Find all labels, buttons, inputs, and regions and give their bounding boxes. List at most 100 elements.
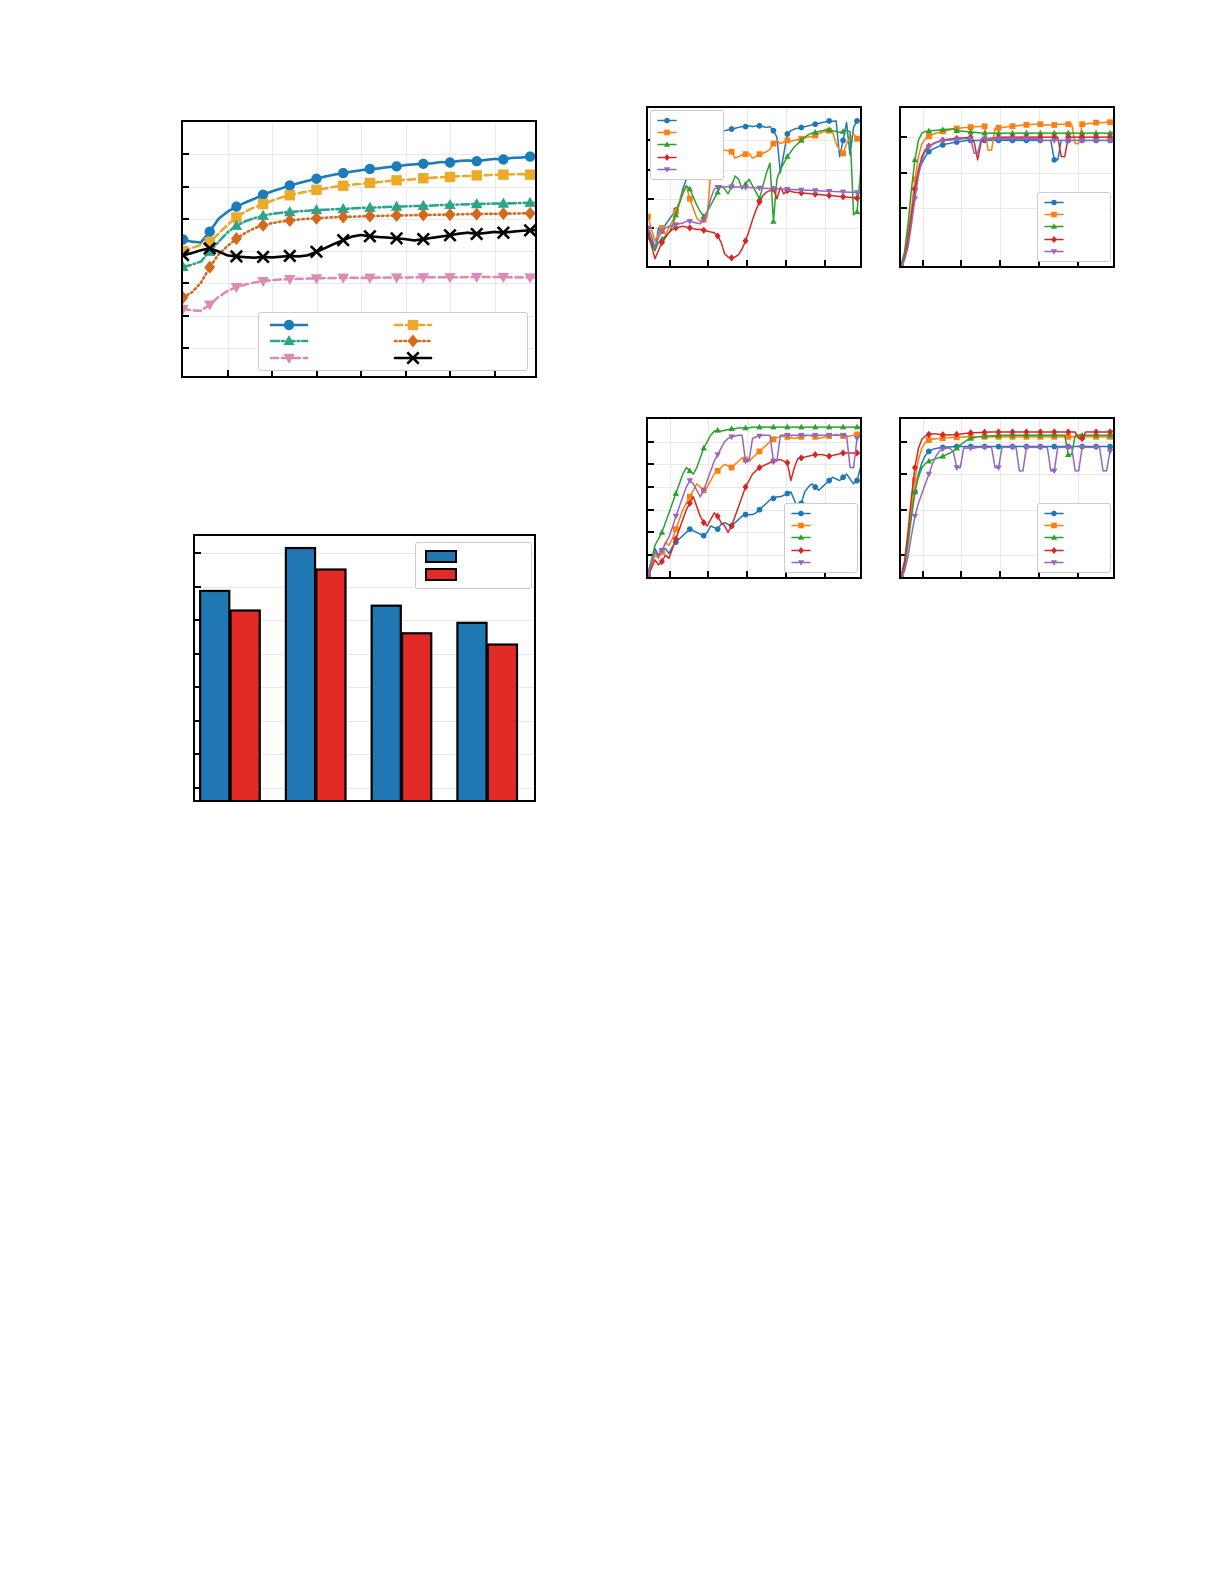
legend-swatch-diamond-icon: [1044, 546, 1064, 554]
data-point-marker: [284, 274, 296, 286]
data-point-marker: [1065, 129, 1072, 136]
data-point-marker: [953, 430, 960, 439]
legend-small-top-right[interactable]: [1037, 192, 1111, 262]
legend-item[interactable]: [656, 140, 718, 149]
data-point-marker: [309, 245, 324, 259]
legend-item[interactable]: [656, 153, 718, 162]
data-point-marker: [1037, 445, 1044, 451]
legend-swatch-square-icon: [1044, 522, 1064, 529]
legend-item[interactable]: [425, 567, 522, 581]
legend-item[interactable]: [656, 116, 718, 125]
data-point-marker: [798, 432, 805, 439]
data-point-marker: [1106, 428, 1113, 436]
data-point-marker: [1009, 445, 1016, 451]
legend-small-bottom-left[interactable]: [784, 503, 858, 573]
legend-bar-chart[interactable]: [415, 542, 532, 589]
legend-item[interactable]: [393, 350, 517, 366]
legend-item[interactable]: [1043, 509, 1105, 518]
data-point-marker: [257, 277, 269, 288]
data-point-marker: [1078, 445, 1086, 451]
data-point-marker: [912, 477, 918, 484]
data-point-marker: [812, 451, 819, 459]
data-point-marker: [825, 432, 833, 439]
data-point-marker: [756, 151, 763, 158]
legend-item[interactable]: [393, 333, 517, 349]
data-point-marker: [1051, 468, 1058, 475]
data-point-marker: [1009, 136, 1016, 143]
legend-item[interactable]: [656, 165, 718, 174]
legend-item[interactable]: [269, 350, 393, 366]
data-point-marker: [839, 432, 847, 439]
data-point-marker: [1093, 119, 1099, 126]
data-point-marker: [1065, 433, 1072, 440]
legend-small-bottom-right[interactable]: [1037, 503, 1111, 573]
legend-item[interactable]: [425, 550, 522, 564]
data-point-marker: [686, 224, 693, 232]
legend-item[interactable]: [1043, 521, 1105, 530]
data-point-marker: [310, 274, 323, 285]
data-point-marker: [953, 444, 960, 451]
legend-main-line[interactable]: [258, 312, 528, 371]
data-point-marker: [183, 261, 189, 272]
legend-swatch-circle-icon: [269, 319, 309, 331]
data-point-marker: [925, 437, 932, 443]
data-point-marker: [967, 124, 974, 131]
legend-item[interactable]: [790, 521, 852, 530]
legend-item[interactable]: [790, 533, 852, 542]
data-point-marker: [686, 467, 693, 474]
legend-item[interactable]: [790, 558, 852, 567]
data-point-marker: [798, 454, 805, 462]
data-point-marker: [310, 203, 323, 215]
data-point-marker: [444, 157, 456, 168]
data-point-marker: [416, 232, 430, 246]
data-point-marker: [911, 488, 919, 495]
legend-item[interactable]: [1043, 533, 1105, 542]
data-point-marker: [967, 136, 974, 143]
data-point-marker: [1009, 123, 1016, 130]
legend-item[interactable]: [269, 317, 393, 333]
legend-item[interactable]: [269, 333, 393, 349]
legend-swatch-triangle-up-icon: [269, 335, 309, 346]
legend-entries-main-line: [259, 313, 527, 370]
data-point-marker: [770, 186, 777, 193]
data-point-marker: [338, 180, 349, 191]
data-point-marker: [389, 231, 404, 245]
legend-item[interactable]: [1043, 198, 1105, 207]
data-point-marker: [648, 230, 652, 238]
series-layer-small-bottom-right: [901, 428, 1113, 577]
data-point-marker: [1037, 138, 1044, 144]
data-point-marker: [925, 144, 933, 151]
data-point-marker: [1065, 428, 1072, 436]
data-point-marker: [995, 465, 1002, 471]
legend-item[interactable]: [1043, 235, 1105, 244]
data-point-marker: [229, 249, 244, 264]
legend-item[interactable]: [393, 317, 517, 333]
data-point-marker: [728, 126, 735, 132]
legend-item[interactable]: [1043, 546, 1105, 555]
data-point-marker: [826, 191, 833, 200]
data-point-marker: [648, 213, 651, 220]
data-point-marker: [364, 163, 376, 175]
legend-item[interactable]: [1043, 210, 1105, 219]
legend-item[interactable]: [656, 128, 718, 137]
legend-item[interactable]: [1043, 222, 1105, 231]
data-point-marker: [840, 474, 846, 481]
data-point-marker: [770, 436, 777, 443]
legend-item[interactable]: [790, 509, 852, 518]
legend-item[interactable]: [1043, 558, 1105, 567]
data-point-marker: [311, 173, 322, 184]
data-point-marker: [203, 241, 217, 256]
data-point-marker: [742, 511, 749, 518]
data-point-marker: [839, 189, 847, 196]
legend-small-top-left[interactable]: [650, 110, 724, 180]
data-point-marker: [418, 173, 429, 184]
data-point-marker: [204, 226, 215, 237]
data-point-marker: [700, 444, 707, 451]
legend-item[interactable]: [790, 546, 852, 555]
legend-item[interactable]: [1043, 247, 1105, 256]
data-point-marker: [672, 490, 680, 496]
data-point-marker: [444, 171, 456, 183]
data-point-marker: [826, 477, 833, 484]
data-point-marker: [853, 194, 860, 202]
data-point-marker: [1078, 129, 1086, 136]
